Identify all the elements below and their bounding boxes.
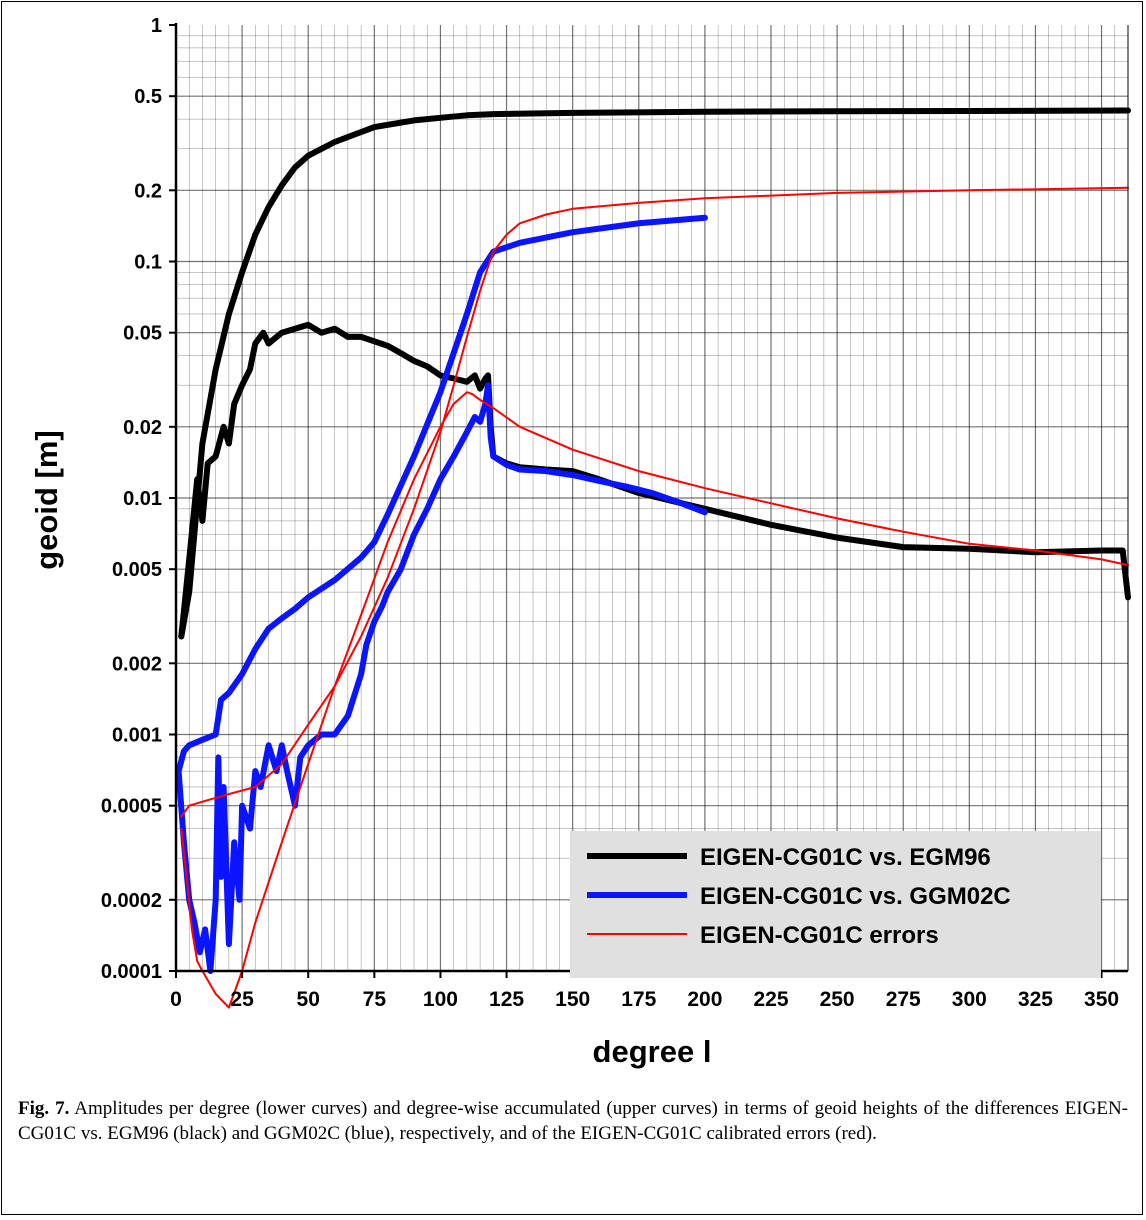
x-tick-label: 350 (1084, 988, 1119, 1011)
caption-label: Fig. 7. (18, 1098, 70, 1119)
y-tick-labels: 0.0001 0.0002 0.0005 0.001 0.002 0.005 0.01 0.0… (101, 15, 162, 983)
y-tick-label: 0.0001 (101, 961, 162, 983)
y-tick-label: 0.001 (112, 725, 162, 747)
y-tick-label: 0.0002 (101, 890, 162, 912)
x-tick-label: 0 (170, 988, 182, 1011)
x-tick-label: 150 (555, 988, 590, 1011)
y-tick-label: 0.0005 (101, 796, 162, 818)
y-tick-label: 1 (151, 15, 162, 37)
x-axis-label: degree l (593, 1034, 712, 1069)
y-tick-label: 0.002 (112, 653, 162, 675)
series-line-accumulated (175, 214, 708, 775)
series-line-accumulated (180, 186, 1129, 818)
x-tick-label: 25 (230, 988, 254, 1011)
y-tick-label: 0.05 (123, 323, 162, 345)
series-line-accumulated (178, 107, 1131, 640)
y-tick-label: 0.2 (134, 180, 162, 202)
x-tick-label: 250 (820, 988, 855, 1011)
y-tick-label: 0.1 (134, 252, 162, 274)
y-tick-label: 0.02 (123, 417, 162, 439)
x-tick-label: 125 (489, 988, 524, 1011)
x-tick-label: 200 (687, 988, 722, 1011)
caption-text: Amplitudes per degree (lower curves) and… (18, 1098, 1129, 1144)
series-layer (175, 107, 1131, 1009)
x-tick-label: 225 (753, 988, 788, 1011)
x-tick-label: 50 (297, 988, 320, 1011)
x-tick-label: 75 (363, 988, 387, 1011)
x-tick-label: 100 (423, 988, 458, 1011)
x-tick-labels: 0 25 50 75 100 125 150 175 200 225 250 275 300 325 350 (170, 988, 1119, 1011)
legend-label: EIGEN-CG01C vs. GGM02C (700, 883, 1011, 910)
y-tick-label: 0.01 (123, 488, 162, 510)
legend: EIGEN-CG01C vs. EGM96 EIGEN-CG01C vs. GGM… (570, 831, 1101, 978)
major-grid (176, 25, 1128, 971)
chart: 0 25 50 75 100 125 150 175 200 225 250 275 300 325 350… (29, 15, 1131, 1069)
legend-label: EIGEN-CG01C errors (700, 922, 939, 949)
legend-label: EIGEN-CG01C vs. EGM96 (700, 844, 991, 871)
figure-caption: Fig. 7. Amplitudes per degree (lower cur… (18, 1096, 1128, 1146)
y-tick-label: 0.005 (112, 559, 162, 581)
x-tick-label: 300 (952, 988, 987, 1011)
y-tick-label: 0.5 (134, 86, 162, 108)
x-tick-label: 275 (886, 988, 921, 1011)
y-axis-label: geoid [m] (29, 430, 64, 570)
series-line-per-degree (180, 391, 1129, 1009)
series-line-per-degree (175, 382, 708, 974)
x-tick-label: 175 (621, 988, 656, 1011)
x-tick-label: 325 (1018, 988, 1053, 1011)
